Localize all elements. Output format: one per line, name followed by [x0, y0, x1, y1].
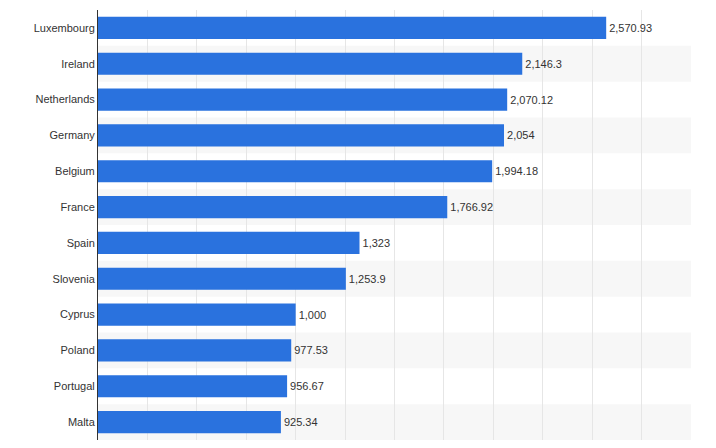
svg-text:925.34: 925.34: [284, 416, 318, 428]
svg-text:Malta: Malta: [68, 416, 96, 428]
svg-text:977.53: 977.53: [294, 344, 328, 356]
svg-text:Poland: Poland: [61, 344, 95, 356]
svg-text:2,054: 2,054: [507, 129, 535, 141]
svg-text:Belgium: Belgium: [55, 165, 95, 177]
svg-text:Slovenia: Slovenia: [53, 273, 96, 285]
svg-text:1,000: 1,000: [299, 309, 327, 321]
svg-text:2,146.3: 2,146.3: [525, 58, 562, 70]
svg-text:Portugal: Portugal: [54, 380, 95, 392]
svg-text:1,253.9: 1,253.9: [349, 273, 386, 285]
svg-text:Luxembourg: Luxembourg: [34, 22, 95, 34]
svg-text:2,070.12: 2,070.12: [510, 94, 553, 106]
svg-text:Netherlands: Netherlands: [35, 93, 95, 105]
svg-text:1,766.92: 1,766.92: [450, 201, 493, 213]
svg-text:Germany: Germany: [50, 129, 96, 141]
svg-text:France: France: [61, 201, 95, 213]
svg-text:1,994.18: 1,994.18: [495, 165, 538, 177]
svg-text:Ireland: Ireland: [61, 58, 95, 70]
svg-text:Cyprus: Cyprus: [60, 308, 95, 320]
svg-text:956.67: 956.67: [290, 380, 324, 392]
svg-text:1,323: 1,323: [363, 237, 391, 249]
svg-text:Spain: Spain: [67, 237, 95, 249]
svg-text:2,570.93: 2,570.93: [609, 22, 652, 34]
